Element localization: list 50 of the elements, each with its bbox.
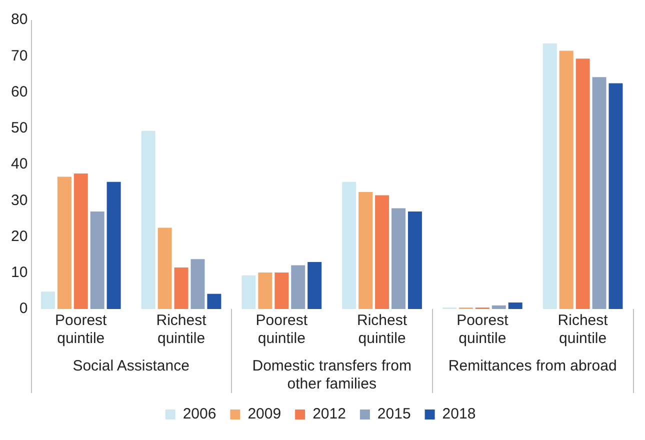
- bar: [308, 262, 322, 309]
- bar: [106, 182, 121, 309]
- legend-label: 2009: [248, 406, 282, 423]
- bar: [375, 195, 390, 309]
- x-tick-label: Richest quintile: [156, 312, 208, 348]
- bar: [40, 292, 55, 309]
- bar: [576, 58, 590, 309]
- bar: [408, 211, 422, 309]
- legend-label: 2012: [312, 406, 346, 423]
- bar: [508, 302, 522, 309]
- y-tick-label: 20: [10, 228, 28, 245]
- text: Domestic transfers from other families: [252, 358, 412, 393]
- y-tick-label: 50: [10, 120, 28, 137]
- bar: [90, 211, 104, 309]
- bar: [190, 259, 205, 309]
- y-tick-label: 60: [10, 83, 28, 100]
- y-tick-label: 0: [19, 300, 28, 318]
- bar: [559, 50, 574, 309]
- legend-label: 2015: [377, 406, 411, 423]
- bar: [174, 267, 188, 309]
- bar: [608, 83, 623, 309]
- bar: [542, 43, 557, 309]
- bar: [592, 77, 606, 309]
- y-tick-label: 10: [10, 264, 28, 282]
- y-tick-label: 70: [10, 47, 28, 64]
- bar: [258, 272, 272, 309]
- bar: [242, 275, 256, 309]
- bar: [274, 272, 289, 309]
- x-tick-label: Poorest quintile: [55, 312, 108, 348]
- text: Remittances from abroad: [448, 358, 617, 375]
- bar: [291, 265, 306, 309]
- y-tick-label: 40: [10, 156, 28, 173]
- bar: [57, 176, 72, 309]
- x-tick-label: Poorest quintile: [456, 312, 510, 348]
- bar: [158, 228, 172, 309]
- bar: [392, 208, 406, 309]
- legend-label: 2006: [182, 406, 216, 423]
- legend-label: 2018: [442, 406, 476, 423]
- text: Social Assistance: [72, 358, 190, 375]
- bar: [358, 192, 373, 309]
- bar: [492, 305, 506, 309]
- y-tick-label: 30: [10, 192, 28, 209]
- bar: [207, 294, 222, 309]
- bar: [342, 182, 356, 309]
- x-tick-label: Richest quintile: [357, 312, 408, 348]
- x-tick-label: Richest quintile: [558, 312, 609, 348]
- y-tick-label: 80: [10, 11, 28, 28]
- bar: [141, 130, 156, 309]
- x-tick-label: Poorest quintile: [256, 312, 308, 348]
- bar: [74, 174, 88, 309]
